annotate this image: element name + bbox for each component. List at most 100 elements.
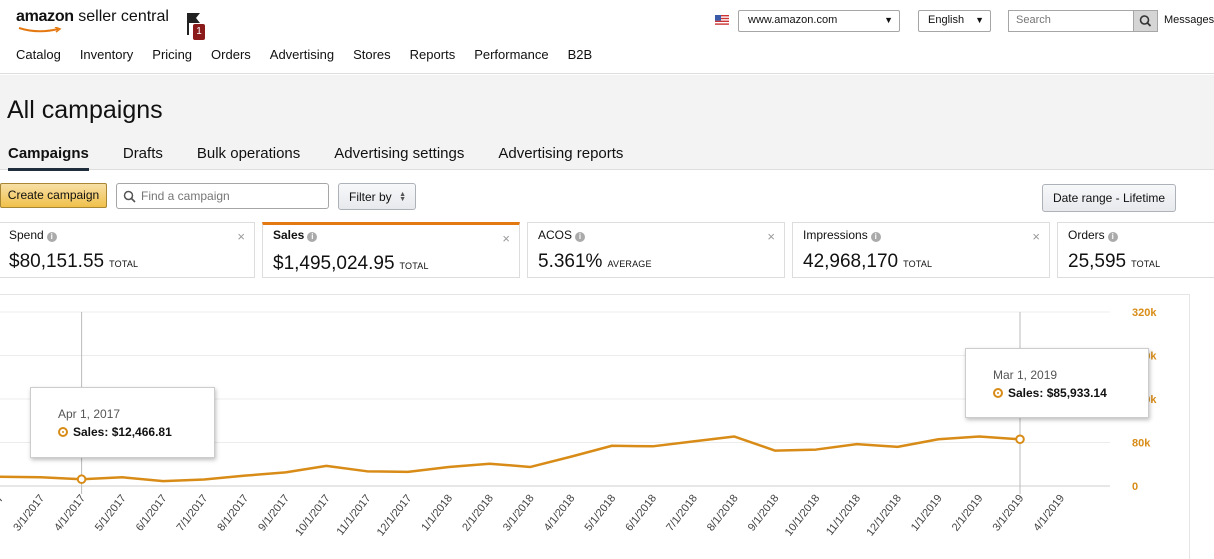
- close-icon[interactable]: ×: [767, 229, 775, 244]
- tab-advertising-settings[interactable]: Advertising settings: [334, 145, 465, 162]
- x-tick-label: 12/1/2017: [375, 492, 415, 538]
- nav-b2b[interactable]: B2B: [567, 47, 593, 62]
- x-tick-label: 12/1/2018: [864, 492, 904, 538]
- us-flag-icon: [715, 15, 729, 25]
- tab-bulk-operations[interactable]: Bulk operations: [196, 145, 301, 162]
- close-icon[interactable]: ×: [237, 229, 245, 244]
- x-tick-label: 9/1/2018: [746, 492, 782, 533]
- info-icon[interactable]: i: [307, 232, 318, 242]
- language-value: English: [928, 14, 965, 26]
- y-tick-label: 0: [1132, 481, 1138, 493]
- close-icon[interactable]: ×: [1032, 229, 1040, 244]
- x-tick-label: 9/1/2017: [256, 492, 292, 533]
- data-point-marker: [1015, 434, 1025, 445]
- metric-value: 25,595 TOTAL: [1068, 251, 1161, 272]
- language-select[interactable]: English ▼: [918, 10, 991, 32]
- x-tick-label: 1/1/2019: [909, 492, 945, 533]
- metric-card-orders[interactable]: Orders i 25,595 TOTAL: [1057, 222, 1214, 278]
- tab-campaigns[interactable]: Campaigns: [8, 145, 89, 171]
- x-tick-label: 8/1/2018: [705, 492, 741, 533]
- x-tick-label: 11/1/2018: [824, 492, 863, 537]
- sort-arrows-icon: ▲ ▼: [399, 191, 406, 203]
- header-search-button[interactable]: [1133, 10, 1158, 32]
- filter-by-label: Filter by: [349, 190, 392, 204]
- x-tick-label: 3/1/2017: [11, 492, 47, 533]
- chevron-down-icon: ▼: [884, 15, 893, 25]
- metric-value: $80,151.55 TOTAL: [9, 251, 139, 272]
- x-tick-label: 2/1/2019: [950, 492, 986, 533]
- x-tick-label: 3/1/2018: [501, 492, 537, 533]
- metric-card-acos[interactable]: ACOS i × 5.361% AVERAGE: [527, 222, 785, 278]
- metric-label: Spend i: [9, 228, 57, 242]
- x-tick-label: 7/1/2018: [664, 492, 700, 533]
- chart-tooltip: Mar 1, 2019 Sales: $85,933.14: [965, 348, 1149, 418]
- x-tick-label: 2/1/2017: [0, 492, 6, 533]
- metric-card-sales[interactable]: Sales i × $1,495,024.95 TOTAL: [262, 222, 520, 278]
- tooltip-date: Mar 1, 2019: [993, 368, 1058, 382]
- campaign-tabs: Campaigns Drafts Bulk operations Adverti…: [8, 145, 657, 171]
- metric-card-spend[interactable]: Spend i × $80,151.55 TOTAL: [0, 222, 255, 278]
- flag-notification-icon[interactable]: [184, 11, 202, 39]
- nav-reports[interactable]: Reports: [409, 47, 456, 62]
- x-tick-label: 10/1/2017: [293, 492, 333, 538]
- metric-value: 5.361% AVERAGE: [538, 251, 652, 272]
- x-tick-label: 4/1/2019: [1031, 492, 1067, 533]
- nav-orders[interactable]: Orders: [211, 47, 251, 62]
- metric-value: 42,968,170 TOTAL: [803, 251, 933, 272]
- close-icon[interactable]: ×: [502, 231, 510, 246]
- metric-card-impressions[interactable]: Impressions i × 42,968,170 TOTAL: [792, 222, 1050, 278]
- x-tick-label: 5/1/2018: [583, 492, 619, 533]
- seller-central-logo[interactable]: amazon seller central: [16, 8, 169, 26]
- main-nav: Catalog Inventory Pricing Orders Adverti…: [16, 47, 611, 62]
- logo-product: seller central: [78, 8, 169, 25]
- sales-series-line: [0, 435, 1021, 483]
- x-tick-label: 11/1/2017: [334, 492, 373, 537]
- nav-stores[interactable]: Stores: [353, 47, 391, 62]
- nav-catalog[interactable]: Catalog: [16, 47, 61, 62]
- tab-drafts[interactable]: Drafts: [122, 145, 163, 162]
- marketplace-select[interactable]: www.amazon.com ▼: [738, 10, 900, 32]
- data-point-marker: [76, 474, 87, 485]
- header-search-input[interactable]: Search: [1008, 10, 1134, 32]
- date-range-button[interactable]: Date range - Lifetime: [1042, 184, 1176, 212]
- series-marker-icon: [993, 388, 1003, 398]
- info-icon[interactable]: i: [870, 232, 881, 242]
- amazon-smile-icon: [18, 27, 62, 33]
- tooltip-value: Sales: $12,466.81: [58, 425, 172, 439]
- chart-tooltip: Apr 1, 2017 Sales: $12,466.81: [30, 387, 215, 458]
- x-tick-label: 7/1/2017: [175, 492, 211, 533]
- x-tick-label: 3/1/2019: [991, 492, 1027, 533]
- x-tick-label: 6/1/2018: [623, 492, 659, 533]
- info-icon[interactable]: i: [46, 232, 57, 242]
- tooltip-value: Sales: $85,933.14: [993, 386, 1107, 400]
- x-tick-label: 4/1/2018: [542, 492, 578, 533]
- info-icon[interactable]: i: [575, 232, 586, 242]
- chevron-down-icon: ▼: [975, 15, 984, 25]
- find-campaign-input[interactable]: Find a campaign: [116, 183, 329, 209]
- metric-label: ACOS i: [538, 228, 586, 242]
- top-header: amazon seller central 1 www.amazon.com ▼…: [0, 0, 1214, 74]
- logo-brand: amazon: [16, 8, 74, 25]
- tooltip-date: Apr 1, 2017: [58, 407, 121, 421]
- messages-link[interactable]: Messages: [1164, 14, 1214, 26]
- nav-pricing[interactable]: Pricing: [152, 47, 193, 62]
- find-campaign-placeholder: Find a campaign: [141, 189, 230, 203]
- create-campaign-button[interactable]: Create campaign: [0, 183, 107, 208]
- nav-inventory[interactable]: Inventory: [79, 47, 134, 62]
- page-header-region: [0, 75, 1214, 170]
- filter-by-button[interactable]: Filter by ▲ ▼: [338, 183, 416, 210]
- nav-advertising[interactable]: Advertising: [269, 47, 335, 62]
- metric-label: Orders i: [1068, 228, 1118, 242]
- metric-label: Sales i: [273, 228, 318, 242]
- metric-value: $1,495,024.95 TOTAL: [273, 253, 429, 274]
- metric-label: Impressions i: [803, 228, 881, 242]
- x-tick-label: 1/1/2018: [419, 492, 455, 533]
- notification-count-badge: 1: [193, 24, 205, 40]
- page-title: All campaigns: [7, 96, 163, 124]
- y-tick-label: 80k: [1132, 438, 1151, 450]
- tab-advertising-reports[interactable]: Advertising reports: [498, 145, 624, 162]
- marketplace-value: www.amazon.com: [748, 14, 838, 26]
- nav-performance[interactable]: Performance: [474, 47, 549, 62]
- info-icon[interactable]: i: [1107, 232, 1118, 242]
- x-tick-label: 10/1/2018: [783, 492, 823, 538]
